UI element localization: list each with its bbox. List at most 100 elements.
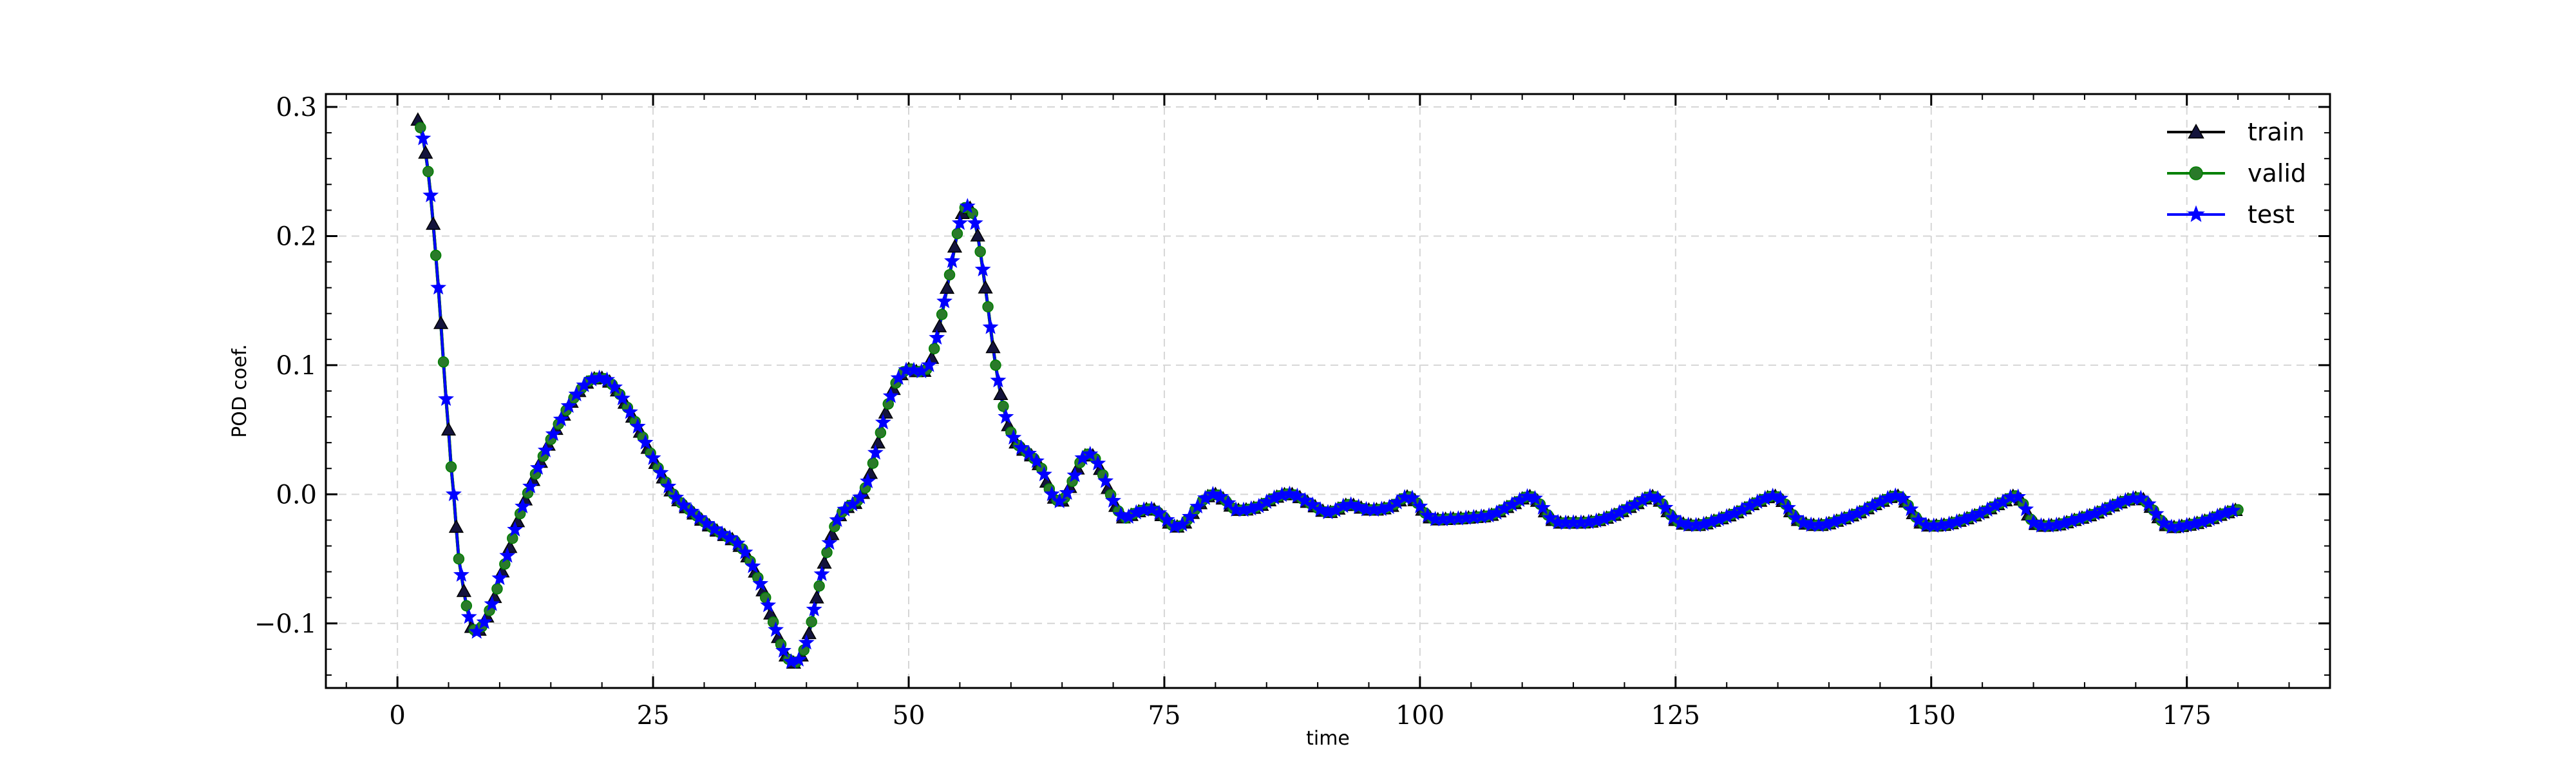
data-point-test: [829, 511, 846, 528]
data-point-test: [1159, 511, 1175, 527]
data-point-test: [1059, 484, 1075, 500]
data-point-test: [607, 379, 623, 394]
legend-item-valid: valid: [2167, 159, 2306, 187]
data-point-test: [476, 613, 493, 629]
y-tick-label: −0.1: [254, 609, 317, 639]
data-point-test: [1036, 466, 1052, 482]
data-point-train: [817, 555, 832, 569]
data-point-train: [878, 405, 893, 419]
data-point-valid: [806, 616, 817, 628]
x-tick-label: 75: [1148, 701, 1181, 730]
data-point-valid: [821, 546, 833, 558]
data-point-test: [553, 410, 569, 426]
data-point-test: [660, 478, 677, 493]
data-point-test: [415, 129, 431, 146]
axis-ticks: 0 25 50 75 100 125 150 175 −0.1 0.0 0.1 0.2 0.3: [254, 93, 2330, 730]
data-point-test: [1396, 489, 1413, 504]
data-point-train: [418, 145, 433, 159]
data-point-test: [1204, 486, 1221, 502]
legend-marker-valid: [2189, 166, 2203, 180]
data-point-test: [2010, 488, 2027, 504]
data-point-test: [560, 397, 577, 413]
data-point-test: [545, 425, 562, 441]
legend-label: valid: [2248, 159, 2306, 187]
data-point-test: [691, 509, 708, 525]
data-point-valid: [990, 359, 1001, 371]
x-axis-label: time: [1306, 727, 1350, 750]
data-point-train: [824, 526, 840, 540]
data-point-test: [1028, 452, 1045, 468]
data-point-test: [744, 557, 761, 573]
data-point-test: [882, 387, 899, 403]
data-point-test: [1051, 493, 1068, 509]
data-point-test: [1542, 509, 1558, 525]
data-point-test: [1918, 517, 1935, 532]
data-point-test: [1304, 496, 1321, 512]
data-point-valid: [445, 461, 457, 473]
data-point-test: [468, 623, 485, 639]
data-point-test: [2132, 490, 2149, 506]
plot-frame: [325, 93, 2331, 689]
data-point-train: [801, 625, 817, 640]
data-point-test: [668, 489, 685, 505]
data-point-test: [752, 575, 769, 591]
data-point-valid: [998, 401, 1009, 412]
data-point-test: [1143, 501, 1160, 517]
data-point-train: [985, 339, 1001, 354]
data-point-test: [729, 535, 746, 551]
data-point-train: [993, 386, 1009, 401]
data-point-test: [806, 601, 822, 616]
legend: train valid test: [2167, 118, 2306, 229]
data-point-valid: [951, 227, 963, 240]
data-point-test: [1795, 514, 1812, 530]
data-point-test: [1312, 501, 1329, 517]
y-axis-label: POD coef.: [229, 344, 251, 438]
legend-marker-test: [2187, 205, 2205, 222]
data-point-test: [445, 486, 462, 501]
data-point-test: [714, 525, 730, 541]
data-point-test: [775, 642, 791, 658]
data-point-test: [1350, 498, 1367, 514]
data-point-test: [1043, 486, 1060, 501]
data-point-test: [706, 520, 723, 537]
data-point-test: [1220, 494, 1236, 510]
data-point-test: [484, 595, 500, 611]
data-point-valid: [875, 426, 887, 439]
data-point-test: [1787, 509, 1804, 525]
data-point-train: [978, 280, 993, 294]
data-point-test: [1105, 492, 1122, 508]
data-point-test: [1182, 508, 1198, 524]
data-point-test: [1151, 504, 1168, 520]
data-point-test: [683, 502, 700, 519]
data-point-test: [438, 390, 455, 406]
data-point-test: [1765, 487, 1781, 503]
data-point-test: [637, 434, 654, 450]
legend-label: test: [2248, 200, 2295, 229]
legend-item-train: train: [2167, 118, 2304, 146]
data-point-test: [890, 369, 907, 385]
data-point-test: [2148, 505, 2164, 521]
data-point-test: [737, 544, 753, 560]
data-point-test: [1780, 499, 1796, 515]
data-point-test: [591, 369, 608, 385]
data-point-test: [522, 478, 539, 493]
data-point-test: [676, 497, 692, 513]
data-point-test: [990, 372, 1007, 388]
data-point-test: [1090, 455, 1106, 471]
data-point-test: [1657, 499, 1674, 515]
data-point-test: [768, 621, 784, 637]
data-point-test: [1419, 507, 1436, 523]
data-point-test: [905, 361, 922, 377]
data-point-valid: [415, 122, 426, 133]
data-point-test: [921, 356, 938, 372]
data-point-valid: [867, 457, 879, 469]
data-point-test: [698, 515, 715, 531]
data-point-train: [456, 583, 471, 597]
y-tick-label: 0.3: [276, 93, 317, 122]
data-point-test: [959, 198, 976, 214]
series-line-train: [416, 119, 2239, 665]
data-point-valid: [437, 356, 450, 368]
series-line-valid: [416, 119, 2239, 665]
data-point-test: [652, 464, 669, 480]
